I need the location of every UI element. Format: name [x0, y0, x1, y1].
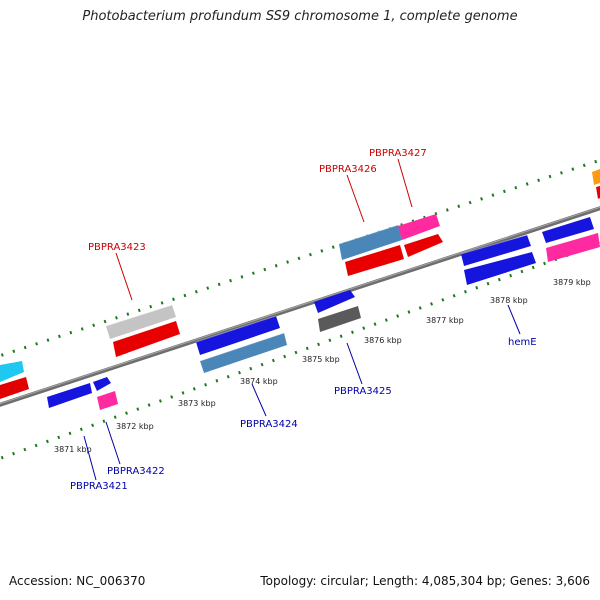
gene-block-PBPRA3422[interactable]: [97, 391, 118, 410]
gene-block-PBPRA3423[interactable]: [106, 305, 176, 339]
gene-block-PBPRA3424[interactable]: [200, 333, 287, 373]
gene-label-PBPRA3421[interactable]: PBPRA3421: [70, 481, 128, 492]
scale-label-3875: 3875 kbp: [302, 355, 340, 364]
scale-label-3877: 3877 kbp: [426, 316, 464, 325]
gene-label-PBPRA3423[interactable]: PBPRA3423: [88, 242, 146, 253]
gene-highlights: [105, 224, 528, 362]
gene-block[interactable]: [113, 321, 180, 357]
genome-backbone-highlight: [0, 206, 600, 405]
gene-label-hemE[interactable]: hemE: [508, 337, 537, 348]
gene-block[interactable]: [0, 361, 24, 382]
gene-blocks: [0, 169, 600, 410]
gene-block-PBPRA3425[interactable]: [318, 306, 361, 332]
gene-label-PBPRA3422[interactable]: PBPRA3422: [107, 466, 165, 477]
gene-block[interactable]: [404, 234, 443, 257]
gene-block[interactable]: [596, 186, 600, 199]
gene-label-PBPRA3427[interactable]: PBPRA3427: [369, 148, 427, 159]
gene-block-PBPRA3426[interactable]: [339, 225, 402, 260]
accession-text: Accession: NC_006370: [9, 574, 146, 588]
scale-label-3871: 3871 kbp: [54, 445, 92, 454]
gene-label-PBPRA3425[interactable]: PBPRA3425: [334, 386, 392, 397]
gene-block[interactable]: [592, 169, 600, 185]
gene-block[interactable]: [542, 217, 594, 243]
gene-block-PBPRA3427[interactable]: [398, 214, 440, 240]
gene-block-PBPRA3421[interactable]: [47, 383, 92, 408]
gene-block-hemE[interactable]: [461, 235, 531, 266]
scale-label-3876: 3876 kbp: [364, 336, 402, 345]
gene-block[interactable]: [464, 252, 536, 285]
scale-labels: 3871 kbp 3872 kbp 3873 kbp 3874 kbp 3875…: [54, 278, 591, 454]
label-leaders: [83, 158, 521, 481]
map-title: Photobacterium profundum SS9 chromosome …: [82, 9, 518, 24]
gene-block[interactable]: [345, 245, 404, 276]
scale-label-3874: 3874 kbp: [240, 377, 278, 386]
gene-labels: PBPRA3423 PBPRA3426 PBPRA3427 PBPRA3421 …: [70, 148, 537, 492]
gene-block[interactable]: [196, 316, 280, 355]
genome-info-text: Topology: circular; Length: 4,085,304 bp…: [260, 574, 590, 588]
upper-dotted-track: [0, 158, 600, 358]
scale-label-3879: 3879 kbp: [553, 278, 591, 287]
genome-backbone: [0, 206, 600, 407]
gene-label-PBPRA3426[interactable]: PBPRA3426: [319, 164, 377, 175]
gene-block[interactable]: [0, 377, 29, 399]
scale-label-3873: 3873 kbp: [178, 399, 216, 408]
scale-label-3878: 3878 kbp: [490, 296, 528, 305]
gene-label-PBPRA3424[interactable]: PBPRA3424: [240, 419, 298, 430]
scale-label-3872: 3872 kbp: [116, 422, 154, 431]
gene-block[interactable]: [546, 233, 600, 262]
gene-block[interactable]: [93, 377, 111, 391]
lower-dotted-track: [0, 241, 600, 461]
gene-block[interactable]: [314, 290, 355, 313]
